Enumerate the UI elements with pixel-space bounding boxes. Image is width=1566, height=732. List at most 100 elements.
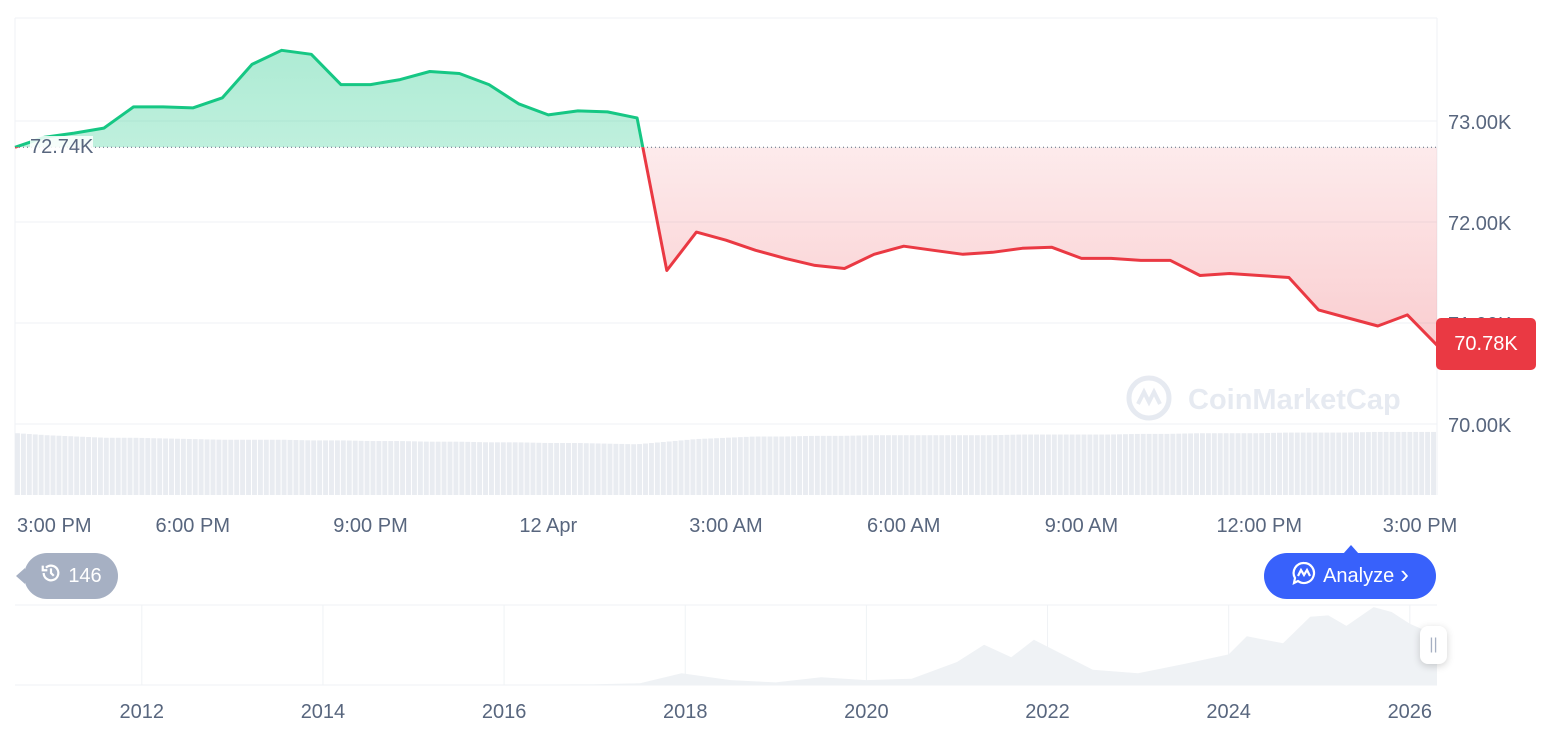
volume-bar — [826, 435, 832, 495]
volume-bar — [15, 433, 20, 495]
volume-bar — [483, 442, 488, 495]
navigator-handle[interactable]: || — [1420, 626, 1447, 664]
volume-bar — [1211, 433, 1217, 495]
volume-bar — [897, 435, 903, 495]
volume-bar — [678, 440, 684, 495]
x-tick-label: 6:00 AM — [867, 515, 940, 537]
volume-bar — [441, 441, 447, 495]
volume-bar — [648, 443, 654, 495]
analyze-button[interactable]: Analyze › — [1264, 545, 1436, 599]
navigator-year-label: 2020 — [844, 701, 889, 723]
volume-bar — [927, 435, 933, 495]
volume-bar — [216, 439, 222, 495]
volume-bar — [489, 442, 494, 495]
volume-bar — [607, 443, 613, 495]
volume-bar — [548, 443, 554, 495]
volume-bar — [714, 438, 720, 495]
volume-bar — [684, 439, 690, 495]
volume-bar — [1253, 433, 1259, 495]
volume-bar — [1152, 433, 1158, 495]
volume-bar — [506, 442, 512, 495]
x-axis: 3:00 PM 6:00 PM 9:00 PM 12 Apr 3:00 AM 6:00 A… — [17, 515, 1457, 537]
volume-bar — [1045, 434, 1051, 495]
history-badge[interactable]: 146 — [16, 553, 118, 599]
volume-bar — [554, 443, 560, 495]
price-line-down — [14, 147, 1439, 347]
navigator-year-label: 2024 — [1206, 701, 1251, 723]
volume-bar — [1028, 434, 1034, 495]
volume-bar — [850, 435, 856, 495]
volume-bar — [1300, 432, 1306, 495]
volume-bar — [1235, 433, 1241, 495]
volume-bar — [305, 440, 311, 495]
watermark-text: CoinMarketCap — [1188, 384, 1401, 416]
volume-bar — [252, 439, 257, 495]
history-count: 146 — [68, 564, 102, 587]
volume-bar — [1111, 434, 1117, 495]
history-icon — [40, 562, 62, 590]
volume-bar — [169, 438, 174, 495]
volume-bar — [157, 438, 163, 495]
volume-bar — [198, 439, 204, 495]
volume-bar — [862, 435, 868, 495]
volume-bar — [1277, 432, 1282, 495]
volume-bar — [708, 438, 714, 495]
volume-bar — [957, 435, 962, 495]
grip-icon: || — [1429, 636, 1438, 653]
volume-bar — [174, 438, 180, 495]
volume-bar — [115, 437, 121, 495]
navigator-year-label: 2012 — [120, 701, 165, 723]
volume-bar — [868, 435, 874, 495]
volume-bar — [820, 435, 826, 495]
navigator-year-label: 2018 — [663, 701, 708, 723]
volume-bar — [755, 436, 761, 495]
current-price-badge: 70.78K — [1436, 318, 1536, 370]
volume-bar — [986, 435, 992, 495]
volume-bar — [589, 443, 595, 495]
volume-bar — [749, 436, 755, 495]
volume-bar — [1324, 432, 1330, 495]
volume-bar — [939, 435, 945, 495]
volume-bar — [1069, 434, 1075, 495]
volume-bar — [62, 435, 68, 495]
volume-bar — [50, 435, 56, 495]
volume-bar — [370, 441, 376, 495]
volume-bar — [352, 440, 358, 495]
volume-bar — [968, 435, 974, 495]
volume-bar — [86, 437, 92, 495]
volume-bar — [1377, 431, 1383, 495]
volume-bar — [293, 440, 299, 495]
volume-bar — [275, 439, 281, 495]
volume-bar — [1051, 434, 1057, 495]
volume-bar — [856, 435, 862, 495]
volume-bar — [382, 441, 388, 495]
volume-bar — [388, 441, 394, 495]
volume-bar — [192, 439, 198, 495]
volume-bar — [797, 436, 803, 495]
volume-bar — [364, 440, 370, 495]
volume-bar — [435, 441, 441, 495]
volume-bar — [536, 442, 542, 495]
volume-bar — [186, 438, 192, 495]
volume-bar — [1342, 432, 1348, 495]
x-tick-label: 12 Apr — [519, 515, 577, 537]
analyze-label: Analyze — [1323, 564, 1395, 587]
volume-bar — [447, 441, 453, 495]
volume-bar — [1401, 431, 1407, 495]
volume-bar — [1205, 433, 1211, 495]
volume-bar — [773, 436, 779, 495]
volume-bar — [1217, 433, 1223, 495]
volume-bar — [97, 437, 103, 495]
volume-bar — [471, 442, 477, 495]
volume-bar — [500, 442, 506, 495]
volume-bar — [1170, 433, 1176, 495]
volume-bar — [281, 439, 287, 495]
volume-bar — [566, 443, 571, 495]
volume-bar — [1425, 431, 1431, 495]
volume-bar — [530, 442, 536, 495]
navigator[interactable]: 2012 2014 2016 2018 2020 2022 2024 2026 — [15, 604, 1437, 723]
volume-bar — [92, 437, 97, 495]
volume-bar — [1395, 431, 1401, 495]
volume-bar — [803, 436, 808, 495]
volume-bar — [1176, 433, 1182, 495]
